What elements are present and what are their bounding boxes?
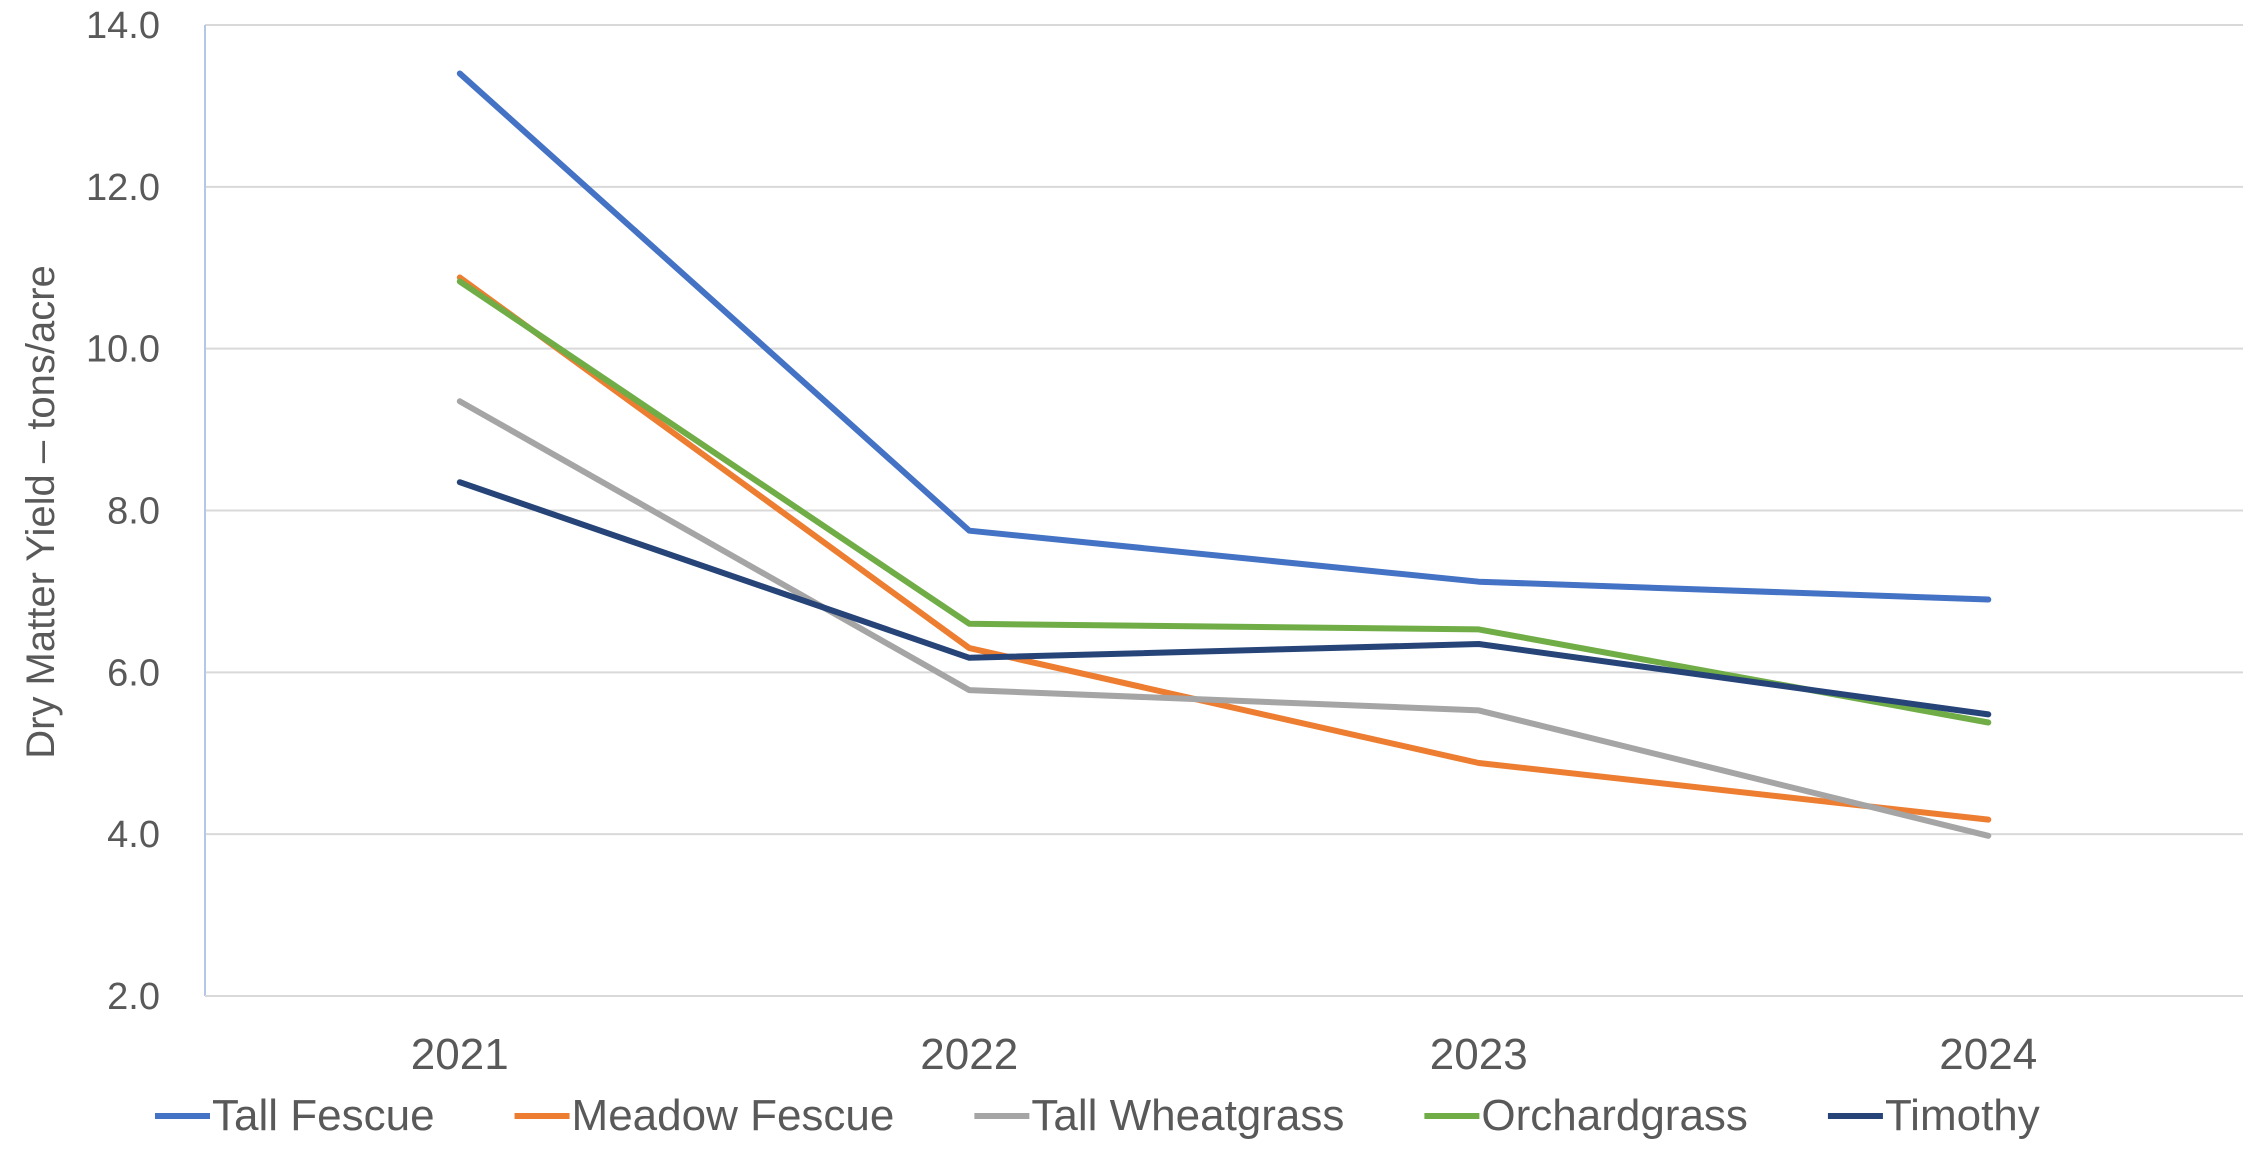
legend-item: Orchardgrass xyxy=(1424,1091,1748,1140)
y-tick-labels: 2.0 4.0 6.0 8.0 10.0 12.0 14.0 xyxy=(86,5,160,1018)
legend-label: Meadow Fescue xyxy=(572,1091,895,1140)
x-tick-label: 2023 xyxy=(1430,1030,1528,1079)
y-axis-label: Dry Matter Yield – tons/acre xyxy=(19,265,63,759)
series-line-timothy xyxy=(456,479,1992,718)
series-line-meadow-fescue xyxy=(456,274,1992,823)
y-tick-label: 6.0 xyxy=(107,652,160,694)
series-lines xyxy=(456,70,1992,839)
y-tick-label: 4.0 xyxy=(107,814,160,856)
x-tick-labels: 2021 2022 2023 2024 xyxy=(411,1030,2037,1079)
y-tick-label: 2.0 xyxy=(107,976,160,1018)
legend-item: Timothy xyxy=(1827,1091,2040,1140)
legend-label: Timothy xyxy=(1885,1091,2040,1140)
legend-label: Tall Wheatgrass xyxy=(1031,1091,1344,1140)
y-tick-label: 14.0 xyxy=(86,5,160,47)
series-line-tall-wheatgrass xyxy=(456,398,1992,839)
series-line-orchardgrass xyxy=(456,278,1992,726)
legend-item: Tall Fescue xyxy=(155,1091,435,1140)
legend-item: Tall Wheatgrass xyxy=(974,1091,1344,1140)
x-tick-label: 2021 xyxy=(411,1030,509,1079)
y-tick-label: 8.0 xyxy=(107,491,160,533)
series-line-tall-fescue xyxy=(456,70,1992,603)
x-tick-label: 2022 xyxy=(920,1030,1018,1079)
legend: Tall Fescue Meadow Fescue Tall Wheatgrass O… xyxy=(155,1091,2040,1140)
y-tick-label: 12.0 xyxy=(86,167,160,209)
y-tick-label: 10.0 xyxy=(86,329,160,371)
legend-label: Orchardgrass xyxy=(1481,1091,1748,1140)
legend-item: Meadow Fescue xyxy=(514,1091,895,1140)
axes xyxy=(204,25,2243,997)
legend-label: Tall Fescue xyxy=(212,1091,435,1140)
x-tick-label: 2024 xyxy=(1939,1030,2037,1079)
